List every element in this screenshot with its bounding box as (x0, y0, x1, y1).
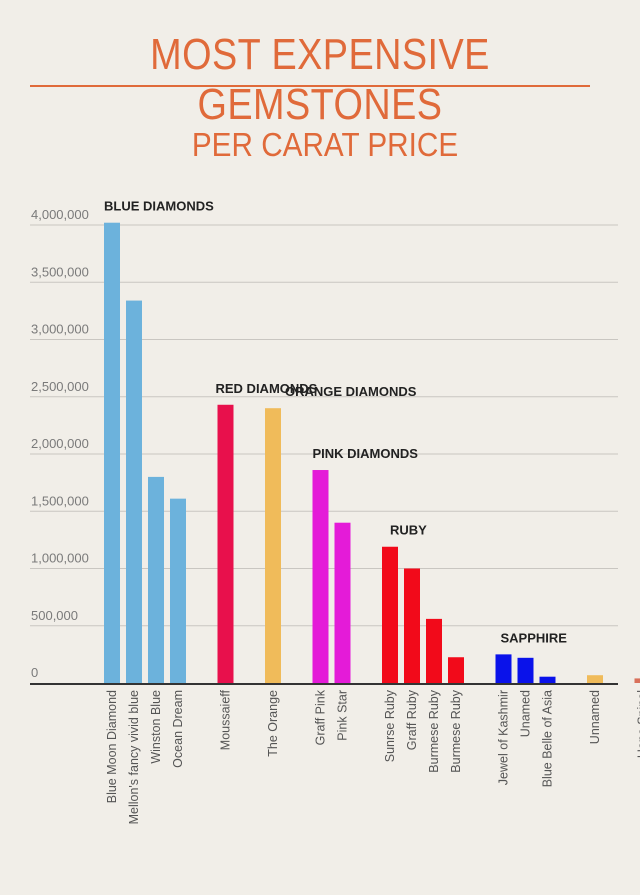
page-title: MOST EXPENSIVE GEMSTONES (150, 30, 490, 129)
y-tick-label: 500,000 (31, 608, 78, 623)
x-category-label: Moussaieff (219, 689, 233, 750)
bar (426, 618, 442, 683)
bar (312, 470, 329, 683)
group-label: BLUE DIAMONDS (104, 199, 214, 214)
x-category-label: Graff Ruby (405, 689, 419, 750)
x-category-label: Graff Pink (314, 689, 328, 745)
x-axis-category-labels: Blue Moon Diamond Mellon's fancy vivid bl… (105, 689, 640, 824)
x-category-label: Sunrse Ruby (383, 689, 397, 762)
title-divider (30, 85, 590, 87)
group-label: RED DIAMONDS (216, 381, 318, 396)
x-category-label: Burmese Ruby (449, 689, 463, 772)
y-tick-label: 3,000,000 (31, 322, 89, 337)
bar (148, 476, 164, 683)
x-category-label: Hope Spinel (636, 690, 640, 758)
x-category-label: Jewel of Kashmir (497, 690, 511, 785)
group-label: ORANGE DIAMONDS (285, 384, 417, 399)
x-category-label: Burmese Ruby (427, 689, 441, 772)
x-category-label: Unamed (519, 690, 533, 737)
group-label: SAPPHIRE (501, 630, 568, 645)
y-tick-label: 2,500,000 (31, 379, 89, 394)
x-category-label: The Orange (266, 690, 280, 757)
y-tick-label: 1,500,000 (31, 493, 89, 508)
x-category-label: Blue Belle of Asia (541, 690, 555, 787)
bar (104, 222, 120, 683)
x-category-label: Pink Star (336, 690, 350, 741)
bar (448, 657, 464, 683)
bar (634, 678, 640, 683)
x-category-label: Winston Blue (149, 690, 163, 764)
bar (517, 657, 534, 683)
bar (382, 546, 398, 683)
bar (126, 300, 142, 683)
x-category-label: Mellon's fancy vivid blue (127, 690, 141, 824)
y-tick-label: 2,000,000 (31, 436, 89, 451)
bar (539, 676, 556, 683)
group-label: RUBY (390, 523, 427, 538)
group-label: PINK DIAMONDS (313, 446, 419, 461)
x-category-label: Blue Moon Diamond (105, 690, 119, 803)
bar (587, 675, 603, 683)
bar (495, 654, 512, 683)
bar (334, 522, 351, 683)
x-category-label: Ocean Dream (171, 690, 185, 768)
y-axis-tick-labels: 0 500,000 1,000,000 1,500,000 2,000,000 2,500… (31, 207, 89, 680)
chart-subtitle: PER CARAT PRICE (191, 126, 459, 163)
y-tick-label: 1,000,000 (31, 551, 89, 566)
bar (265, 408, 281, 683)
x-category-label: Unnamed (588, 690, 602, 744)
bar (217, 404, 234, 683)
bar (404, 568, 420, 683)
bar (170, 498, 186, 683)
y-tick-label: 0 (31, 665, 38, 680)
y-tick-label: 3,500,000 (31, 264, 89, 279)
bars (104, 222, 640, 683)
y-tick-label: 4,000,000 (31, 207, 89, 222)
